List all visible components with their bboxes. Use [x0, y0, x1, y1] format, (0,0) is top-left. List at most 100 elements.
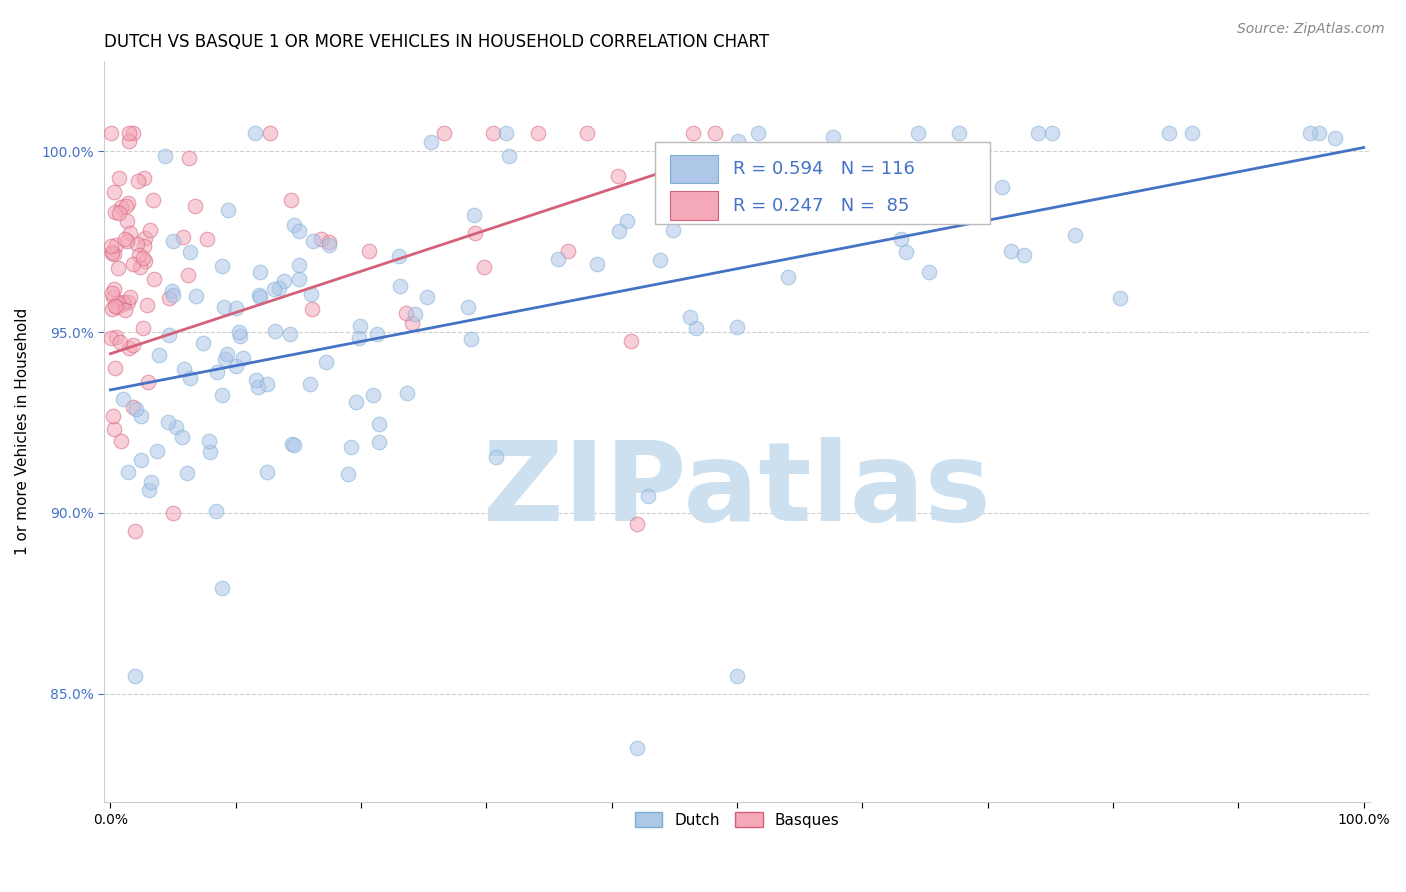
Point	[349, 331, 371, 345]
Point	[101, 290, 124, 304]
Point	[121, 126, 143, 140]
Point	[616, 214, 638, 228]
Point	[433, 126, 456, 140]
Point	[245, 372, 267, 386]
Point	[162, 506, 184, 520]
Point	[416, 290, 439, 304]
Point	[108, 171, 131, 186]
Point	[124, 668, 146, 682]
Point	[215, 347, 238, 361]
Point	[264, 325, 287, 339]
Point	[637, 489, 659, 503]
Point	[776, 269, 799, 284]
Point	[195, 232, 218, 246]
Point	[287, 258, 309, 272]
Point	[122, 400, 145, 414]
Point	[727, 134, 749, 148]
Point	[142, 193, 165, 207]
Point	[1064, 228, 1087, 243]
Point	[134, 230, 156, 244]
Point	[120, 226, 142, 240]
Point	[176, 466, 198, 480]
Point	[361, 388, 384, 402]
Point	[357, 244, 380, 259]
Point	[463, 208, 485, 222]
Point	[129, 409, 152, 423]
Point	[101, 409, 124, 423]
Point	[259, 126, 281, 140]
Point	[146, 444, 169, 458]
Point	[179, 151, 201, 165]
Point	[100, 245, 122, 260]
Point	[395, 306, 418, 320]
Point	[115, 199, 138, 213]
Point	[212, 300, 235, 314]
Point	[207, 365, 229, 379]
Bar	[671, 192, 718, 219]
Point	[103, 185, 125, 199]
Text: R = 0.594   N = 116: R = 0.594 N = 116	[734, 160, 915, 178]
Point	[111, 392, 134, 407]
Point	[179, 245, 201, 260]
Point	[366, 327, 388, 342]
Text: R = 0.247   N =  85: R = 0.247 N = 85	[734, 196, 910, 214]
Point	[107, 260, 129, 275]
Point	[211, 259, 233, 273]
Point	[104, 238, 127, 252]
Point	[112, 295, 135, 310]
Point	[685, 321, 707, 335]
Point	[1324, 131, 1347, 145]
Point	[1026, 126, 1049, 140]
Point	[388, 279, 411, 293]
Point	[127, 236, 149, 251]
Text: ZIPatlas: ZIPatlas	[484, 437, 991, 544]
Point	[101, 285, 124, 300]
Point	[183, 199, 205, 213]
Point	[315, 355, 337, 369]
Point	[287, 272, 309, 286]
Point	[661, 223, 683, 237]
Point	[104, 330, 127, 344]
Point	[214, 351, 236, 366]
Point	[110, 200, 132, 214]
Point	[117, 195, 139, 210]
Point	[557, 244, 579, 258]
Point	[225, 359, 247, 374]
Point	[256, 465, 278, 479]
Point	[249, 265, 271, 279]
Point	[107, 296, 129, 310]
Point	[173, 362, 195, 376]
Point	[134, 254, 156, 268]
Point	[229, 329, 252, 343]
Point	[725, 668, 748, 682]
Point	[280, 193, 302, 207]
Point	[134, 238, 156, 252]
Point	[1299, 126, 1322, 140]
Bar	[671, 154, 718, 183]
Point	[103, 246, 125, 260]
Point	[136, 375, 159, 389]
Point	[104, 299, 127, 313]
Point	[704, 126, 727, 140]
Point	[165, 419, 187, 434]
Point	[179, 370, 201, 384]
Point	[114, 302, 136, 317]
Point	[472, 260, 495, 275]
Point	[298, 376, 321, 391]
Point	[281, 437, 304, 451]
Point	[115, 234, 138, 248]
Point	[318, 235, 340, 249]
Point	[482, 126, 505, 140]
Point	[575, 126, 598, 140]
Point	[103, 281, 125, 295]
Point	[388, 249, 411, 263]
Point	[1000, 244, 1022, 259]
Point	[991, 179, 1014, 194]
Point	[526, 126, 548, 140]
Point	[148, 348, 170, 362]
Point	[283, 218, 305, 232]
Point	[115, 214, 138, 228]
Point	[318, 238, 340, 252]
Point	[243, 126, 266, 140]
Point	[114, 231, 136, 245]
